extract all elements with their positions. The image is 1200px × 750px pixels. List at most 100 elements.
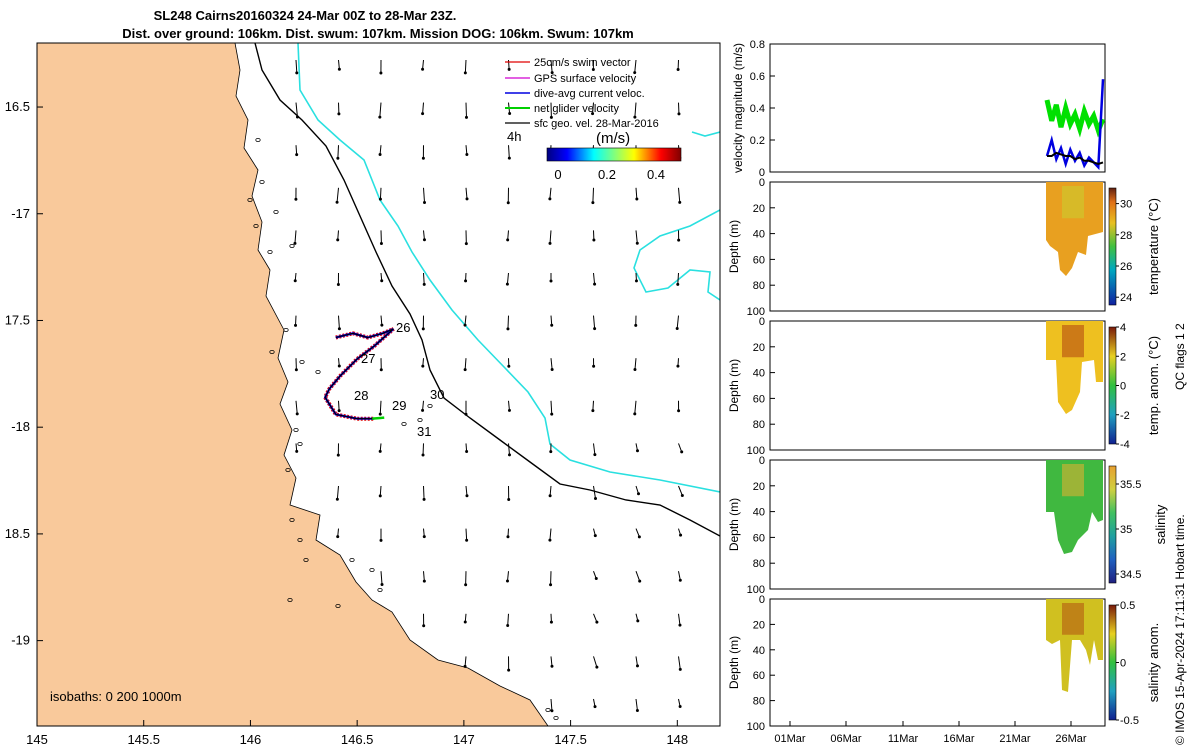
velocity-vector-head: [295, 449, 299, 453]
velocity-vector-head: [678, 200, 682, 204]
velocity-vector: [422, 102, 424, 114]
velocity-vector-head: [638, 579, 642, 583]
net-velocity-segment: [372, 416, 385, 420]
velocity-vector: [423, 187, 426, 203]
velocity-vector: [593, 656, 598, 668]
velocity-vector-head: [422, 535, 426, 539]
lon-tick-label: 145.5: [127, 732, 160, 747]
track-day-label: 26: [396, 320, 410, 335]
velocity-vector-head: [679, 533, 683, 537]
reef-outline: [545, 708, 551, 713]
depth-tick-label: 60: [753, 254, 765, 266]
velocity-vector-head: [635, 241, 639, 245]
velocity-vector: [422, 59, 424, 70]
land-mass: [37, 43, 549, 726]
time-tick-label: 11Mar: [888, 733, 919, 745]
velocity-vector: [635, 571, 641, 582]
velocity-vector-head: [593, 282, 597, 286]
velocity-vector: [295, 59, 298, 73]
velocity-vector-head: [507, 668, 511, 672]
velocity-vector: [295, 102, 298, 117]
time-tick-label: 26Mar: [1055, 733, 1087, 745]
velocity-vector-head: [294, 197, 298, 201]
velocity-vector: [508, 400, 510, 411]
map-axis-ticks: 145 145.5 146 146.5 147 147.5 148 16.5 -17 17.5 -1…: [5, 99, 688, 747]
velocity-vector-head: [591, 112, 595, 116]
velocity-vector-head: [635, 197, 639, 201]
lat-tick-label: -17: [11, 206, 30, 221]
section-colorbar: [1108, 604, 1117, 721]
velocity-vector: [593, 613, 598, 623]
velocity-vector: [635, 230, 638, 244]
velocity-vector-head: [550, 664, 554, 668]
velocity-vector: [380, 315, 383, 326]
reef-outlines: [247, 137, 559, 721]
reef-outline: [297, 538, 303, 543]
velocity-vector-head: [336, 282, 340, 286]
lon-tick-label: 148: [666, 732, 688, 747]
velocity-vector-head: [507, 364, 511, 368]
velocity-vector: [508, 145, 510, 159]
velocity-vector-head: [548, 241, 552, 245]
velocity-vector-head: [593, 534, 597, 538]
track-day-labels: 26 27 28 29 30 31: [354, 320, 444, 439]
velocity-vector-head: [634, 323, 638, 327]
velocity-vector-head: [378, 449, 382, 453]
velocity-vector: [678, 485, 683, 496]
velocity-vector-head: [380, 279, 384, 283]
velocity-vector: [635, 698, 638, 711]
velocity-vector: [593, 272, 596, 285]
track-day-label: 30: [430, 387, 444, 402]
velocity-vector: [592, 102, 594, 114]
velocity-vector-head: [422, 579, 426, 583]
reef-outline: [269, 349, 275, 354]
velocity-vector: [550, 358, 553, 370]
velocity-ylabel: velocity magnitude (m/s): [731, 43, 745, 173]
velocity-ytick-label: 0: [759, 167, 765, 179]
reef-outline: [553, 716, 559, 721]
temperature-colorbar-label: temperature (°C): [1146, 198, 1161, 295]
velocity-vector: [423, 230, 425, 240]
velocity-vector: [549, 528, 552, 541]
reef-outline: [335, 604, 341, 609]
lon-tick-label: 147.5: [554, 732, 587, 747]
velocity-vector-head: [637, 492, 641, 496]
velocity-vector: [549, 485, 552, 496]
velocity-vector-head: [295, 153, 299, 157]
colorbar-tick-label: 4: [1120, 322, 1126, 334]
track-day-label: 31: [417, 424, 431, 439]
velocity-vector-head: [677, 238, 681, 242]
velocity-vector-head: [678, 623, 682, 627]
reef-outline: [255, 137, 261, 142]
velocity-vector-head: [337, 112, 341, 116]
velocity-vector-head: [635, 449, 639, 453]
velocity-vector-head: [336, 238, 340, 242]
velocity-ytick-label: 0.4: [750, 103, 765, 115]
lon-tick-label: 146.5: [341, 732, 374, 747]
velocity-vector: [336, 485, 339, 500]
reef-outline: [247, 197, 253, 202]
velocity-vector-head: [464, 279, 468, 283]
velocity-vector: [506, 272, 509, 285]
velocity-vector-head: [295, 115, 299, 119]
velocity-vector: [592, 187, 594, 203]
velocity-vector: [634, 358, 637, 370]
velocity-vector-head: [421, 408, 425, 412]
depth-ylabel: Depth (m): [727, 498, 741, 551]
reef-outline: [285, 467, 291, 472]
velocity-vector-head: [337, 327, 341, 331]
velocity-vector-head: [421, 112, 425, 116]
velocity-vector-head: [463, 323, 467, 327]
section-colorbar: [1108, 187, 1117, 306]
velocity-vector-head: [463, 664, 467, 668]
reef-outline: [315, 369, 321, 374]
depth-tick-label: 80: [753, 696, 765, 708]
velocity-vector-head: [507, 497, 511, 501]
velocity-vector-head: [506, 201, 510, 205]
velocity-vector-head: [549, 620, 553, 624]
depth-tick-label: 60: [753, 393, 765, 405]
colorbar-tick-label: 0: [1120, 658, 1126, 670]
velocity-vector: [338, 315, 340, 329]
glider-track-line: [324, 328, 394, 420]
velocity-vector-head: [549, 583, 553, 587]
